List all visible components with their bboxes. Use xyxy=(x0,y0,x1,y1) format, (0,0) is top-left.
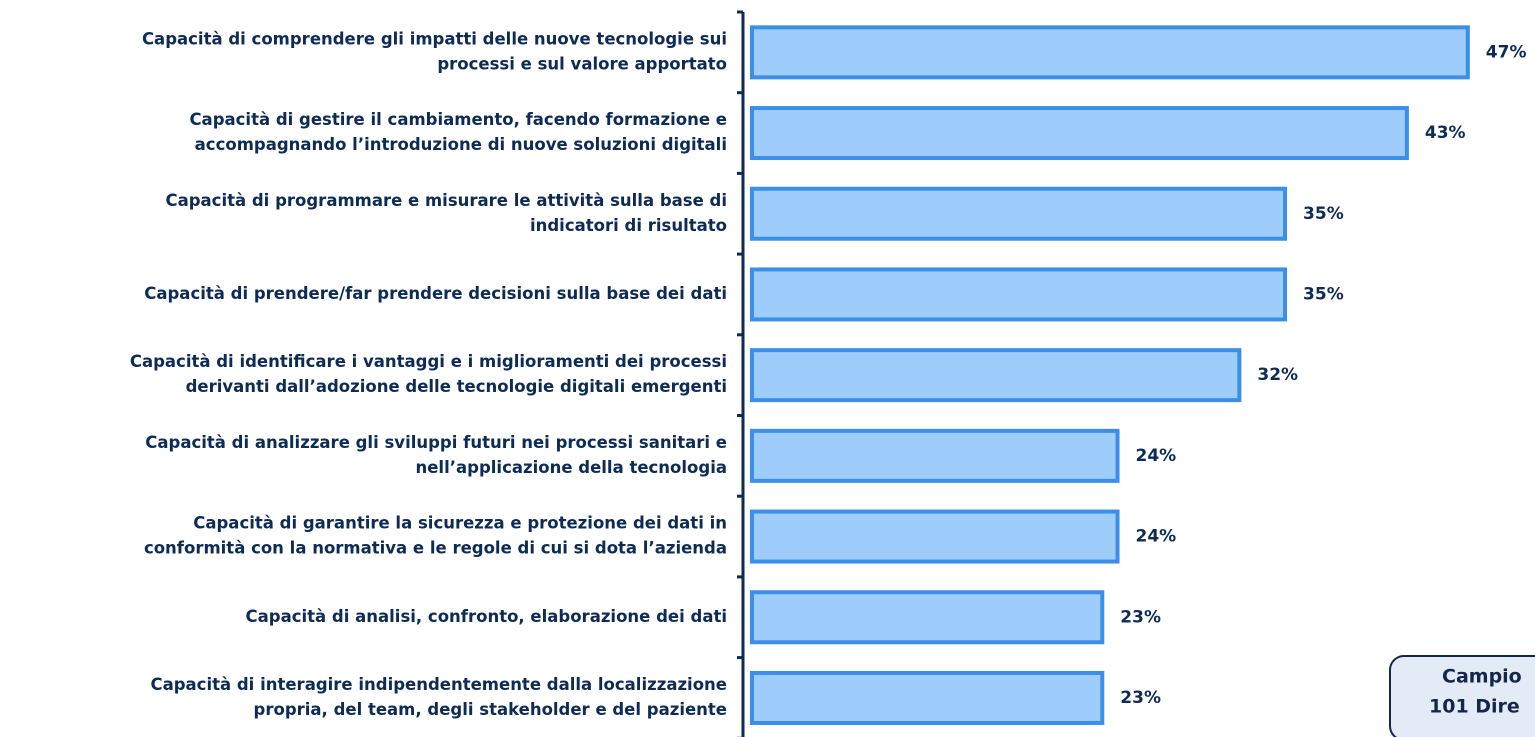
bar xyxy=(750,428,1120,483)
category-label: nell’applicazione della tecnologia xyxy=(415,458,727,477)
value-label: 23% xyxy=(1120,607,1161,627)
category-label: conformità con la normativa e le regole … xyxy=(144,539,727,558)
category-label: Capacità di analisi, confronto, elaboraz… xyxy=(246,607,727,626)
category-label: derivanti dall’adozione delle tecnologie… xyxy=(186,377,727,396)
category-label: accompagnando l’introduzione di nuove so… xyxy=(195,135,727,154)
value-label: 47% xyxy=(1486,42,1527,62)
category-label: Capacità di gestire il cambiamento, face… xyxy=(189,110,727,129)
category-label: Capacità di prendere/far prendere decisi… xyxy=(144,284,727,303)
category-label: indicatori di risultato xyxy=(530,216,727,235)
category-label: Capacità di identificare i vantaggi e i … xyxy=(130,352,727,371)
note-box xyxy=(1389,655,1535,737)
bar xyxy=(750,509,1120,564)
note-line: Campio xyxy=(1442,666,1522,688)
bar xyxy=(750,186,1288,241)
bar xyxy=(750,670,1105,725)
value-label: 24% xyxy=(1136,527,1177,547)
category-label: Capacità di interagire indipendentemente… xyxy=(150,675,727,694)
category-label: propria, del team, degli stakeholder e d… xyxy=(254,700,727,719)
category-label: Capacità di programmare e misurare le at… xyxy=(165,191,727,210)
value-label: 35% xyxy=(1303,284,1344,304)
value-label: 32% xyxy=(1257,365,1298,385)
category-label: Capacità di garantire la sicurezza e pro… xyxy=(193,514,727,533)
value-label: 43% xyxy=(1425,123,1466,143)
category-label: Capacità di analizzare gli sviluppi futu… xyxy=(145,433,727,452)
sample-note: Campio 101 Dire xyxy=(1389,655,1535,737)
value-label: 35% xyxy=(1303,204,1344,224)
note-line: 101 Dire xyxy=(1429,696,1520,718)
bar xyxy=(750,25,1470,80)
value-label: 23% xyxy=(1120,688,1161,708)
bar xyxy=(750,106,1409,161)
bar xyxy=(750,590,1105,645)
bar xyxy=(750,348,1242,403)
value-label: 24% xyxy=(1136,446,1177,466)
category-label: processi e sul valore apportato xyxy=(437,54,727,73)
bar xyxy=(750,267,1288,322)
category-label: Capacità di comprendere gli impatti dell… xyxy=(142,29,727,48)
